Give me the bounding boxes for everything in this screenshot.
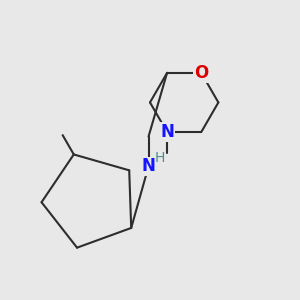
- Text: N: N: [160, 123, 174, 141]
- Text: H: H: [154, 151, 165, 165]
- Text: N: N: [142, 157, 155, 175]
- Text: O: O: [194, 64, 208, 82]
